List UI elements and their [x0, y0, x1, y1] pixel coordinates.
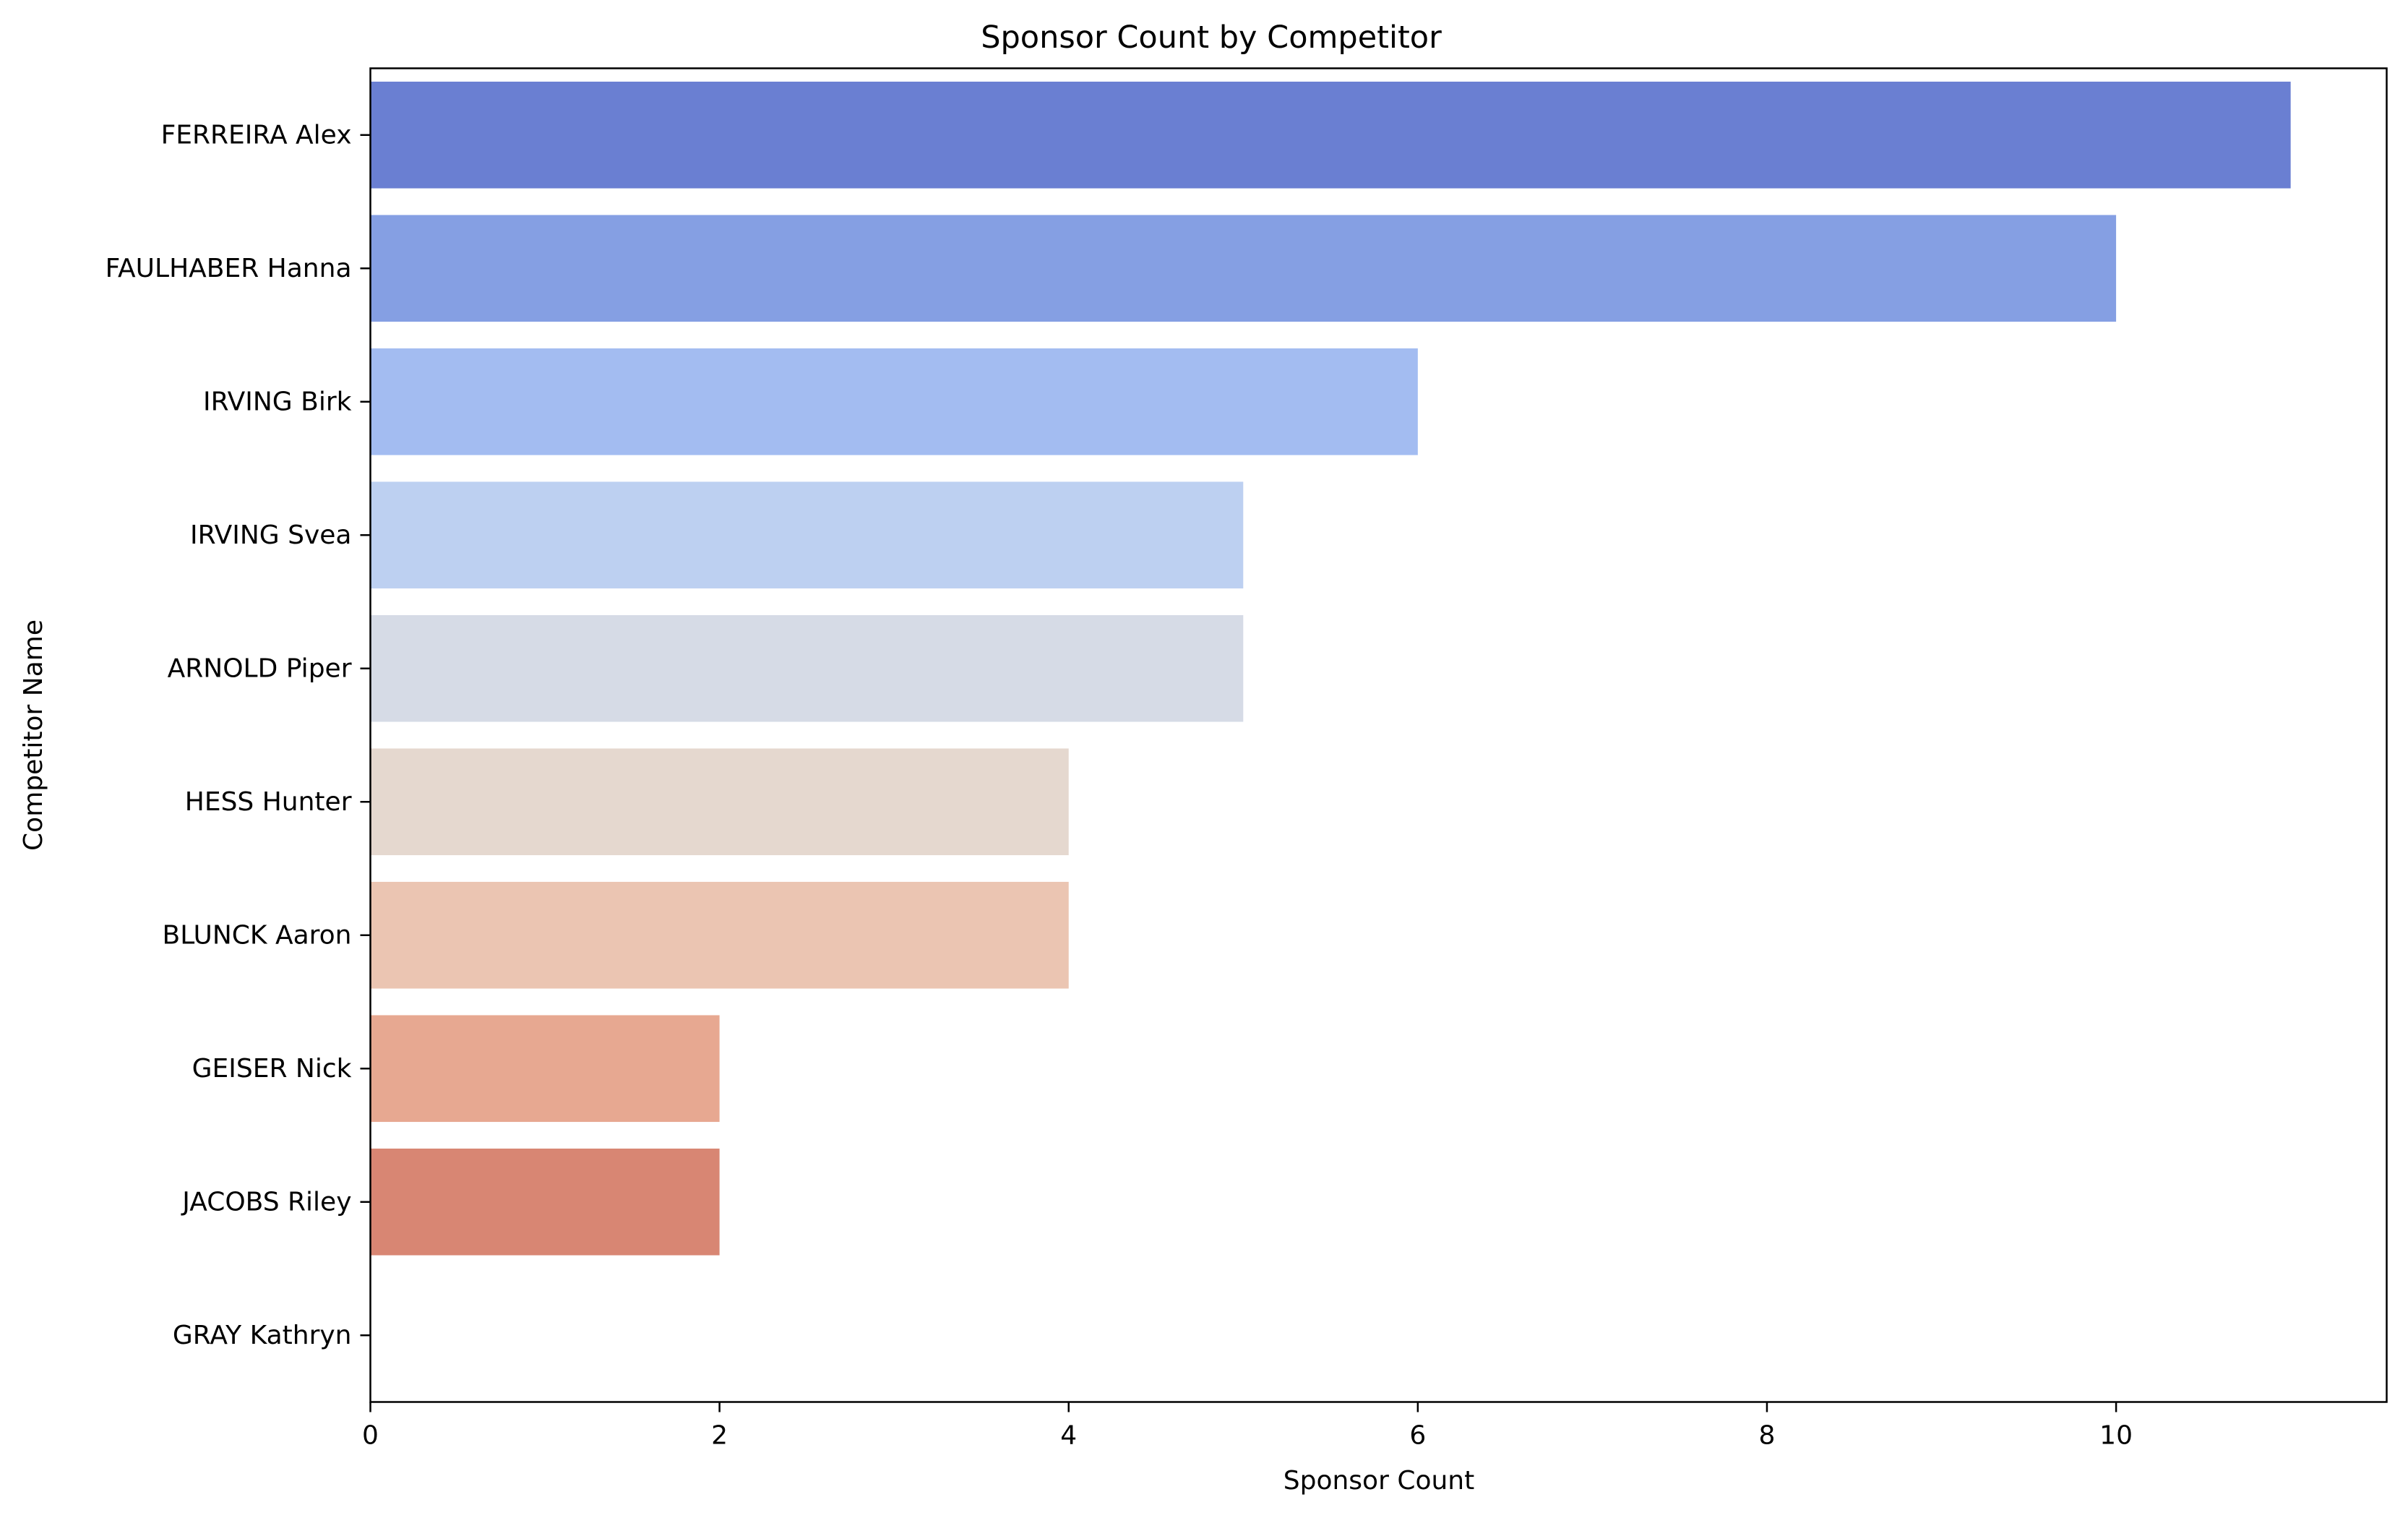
plot-frame [369, 67, 2388, 1403]
bar-blunck-aaron [370, 881, 1069, 989]
y-tick-label: FAULHABER Hanna [106, 254, 352, 283]
bar-jacobs-riley [370, 1148, 720, 1256]
y-axis-title: Competitor Name [19, 619, 48, 851]
x-tick-label: 8 [1759, 1421, 1776, 1451]
y-tick-label: GEISER Nick [192, 1054, 352, 1084]
x-tick-label: 10 [2099, 1421, 2133, 1451]
bar-hess-hunter [370, 748, 1069, 856]
y-axis: FERREIRA Alex FAULHABER Hanna IRVING Birk I… [106, 120, 371, 1350]
bar-group [370, 81, 2291, 1256]
y-tick-label: HESS Hunter [185, 787, 352, 817]
bar-ferreira-alex [370, 81, 2291, 189]
y-tick-label: FERREIRA Alex [161, 120, 352, 150]
bar-geiser-nick [370, 1015, 720, 1123]
bar-irving-birk [370, 348, 1418, 455]
y-tick-label: JACOBS Riley [181, 1187, 351, 1217]
chart-title: Sponsor Count by Competitor [981, 20, 1442, 56]
y-tick-label: BLUNCK Aaron [163, 920, 352, 950]
x-tick-label: 4 [1060, 1421, 1077, 1451]
x-tick-label: 0 [362, 1421, 379, 1451]
y-tick-label: GRAY Kathryn [173, 1321, 352, 1350]
y-tick-label: IRVING Svea [190, 520, 352, 550]
bar-irving-svea [370, 481, 1244, 589]
x-tick-label: 6 [1409, 1421, 1426, 1451]
y-tick-label: IRVING Birk [203, 387, 352, 416]
x-axis-title: Sponsor Count [1283, 1466, 1474, 1496]
x-axis: 0 2 4 6 8 10 [362, 1402, 2133, 1451]
bar-arnold-piper [370, 614, 1244, 722]
bar-faulhaber-hanna [370, 215, 2117, 322]
x-tick-label: 2 [711, 1421, 728, 1451]
y-tick-label: ARNOLD Piper [168, 653, 352, 683]
